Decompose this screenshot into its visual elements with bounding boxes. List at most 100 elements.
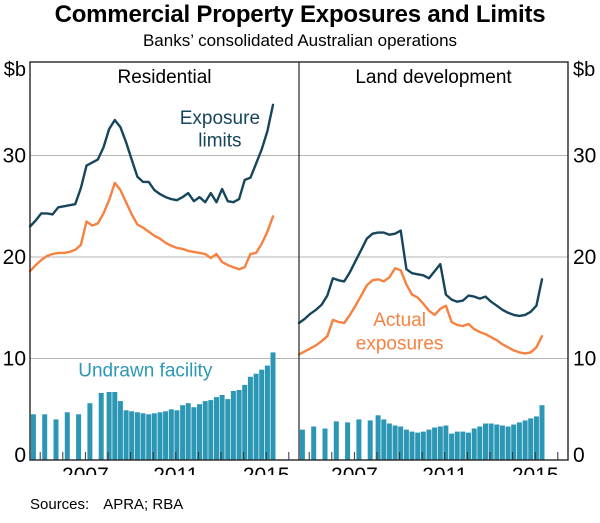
x-tick-label: 2007 — [62, 464, 109, 475]
line-actual-exposures — [28, 181, 275, 273]
bar-undrawn-facility — [398, 426, 404, 460]
bar-undrawn-facility — [420, 431, 426, 460]
bar-undrawn-facility — [106, 392, 112, 460]
bar-undrawn-facility — [117, 401, 123, 460]
y-tick-label-right: 10 — [573, 348, 596, 371]
chart-title: Commercial Property Exposures and Limits — [54, 1, 546, 28]
bar-undrawn-facility — [112, 392, 118, 460]
bar-undrawn-facility — [219, 395, 225, 460]
bar-undrawn-facility — [98, 393, 104, 460]
bar-undrawn-facility — [53, 419, 59, 460]
bar-undrawn-facility — [375, 415, 381, 460]
bar-undrawn-facility — [505, 426, 511, 460]
bar-undrawn-facility — [528, 418, 534, 460]
bar-undrawn-facility — [151, 413, 157, 460]
bar-undrawn-facility — [386, 423, 392, 460]
bar-undrawn-facility — [471, 428, 477, 460]
bar-undrawn-facility — [129, 411, 135, 460]
bar-undrawn-facility — [311, 426, 317, 460]
chart-subtitle: Banks’ consolidated Australian operation… — [142, 31, 458, 50]
undrawn-facility-label: Undrawn facility — [78, 361, 213, 382]
y-tick-label-right: 20 — [573, 246, 596, 269]
sources-line: Sources: APRA; RBA — [30, 496, 183, 513]
line-actual-exposures — [297, 266, 544, 356]
bar-undrawn-facility — [449, 433, 455, 460]
line-exposure-limits — [297, 229, 544, 325]
bar-undrawn-facility — [191, 407, 197, 460]
bar-undrawn-facility — [367, 420, 373, 460]
bar-undrawn-facility — [163, 411, 169, 460]
bar-undrawn-facility — [168, 409, 174, 461]
bar-undrawn-facility — [208, 400, 214, 460]
bar-undrawn-facility — [356, 419, 362, 460]
bar-undrawn-facility — [123, 410, 129, 460]
bar-undrawn-facility — [460, 431, 466, 460]
bar-undrawn-facility — [443, 425, 449, 460]
bar-undrawn-facility — [42, 414, 48, 460]
bar-undrawn-facility — [134, 412, 140, 460]
bar-undrawn-facility — [322, 428, 328, 460]
actual-exposures-label: exposures — [356, 333, 444, 354]
panel-title-residential: Residential — [118, 67, 212, 88]
y-tick-label-left: 0 — [14, 444, 26, 467]
bar-undrawn-facility — [230, 391, 236, 460]
bar-undrawn-facility — [533, 416, 539, 460]
bar-undrawn-facility — [403, 429, 409, 460]
bar-undrawn-facility — [87, 403, 93, 460]
bar-undrawn-facility — [64, 412, 70, 460]
x-tick-label: 2011 — [422, 464, 467, 475]
bar-undrawn-facility — [264, 365, 270, 460]
bar-undrawn-facility — [202, 401, 208, 460]
bar-undrawn-facility — [247, 376, 253, 460]
x-tick-label: 2015 — [512, 464, 559, 475]
exposure-limits-label: Exposure — [180, 108, 260, 129]
bar-undrawn-facility — [214, 397, 219, 460]
y-tick-label-left: 30 — [3, 145, 26, 168]
y-axis-unit-left: $b — [4, 59, 26, 81]
bar-undrawn-facility — [499, 425, 505, 460]
sources-value: APRA; RBA — [103, 496, 184, 513]
bar-undrawn-facility — [76, 414, 82, 460]
bar-undrawn-facility — [466, 432, 471, 460]
bar-undrawn-facility — [185, 403, 191, 460]
bar-undrawn-facility — [432, 427, 438, 460]
bar-undrawn-facility — [426, 429, 432, 460]
panel-title-land-development: Land development — [355, 67, 512, 88]
bar-undrawn-facility — [270, 352, 276, 460]
bar-undrawn-facility — [333, 421, 339, 460]
bar-undrawn-facility — [157, 412, 163, 460]
y-axis-unit-right: $b — [573, 59, 595, 81]
bar-undrawn-facility — [494, 424, 500, 460]
bar-undrawn-facility — [30, 414, 36, 460]
bar-undrawn-facility — [259, 369, 265, 460]
bar-undrawn-facility — [454, 431, 460, 460]
x-tick-label: 2007 — [331, 464, 378, 475]
bar-undrawn-facility — [511, 424, 517, 460]
bar-undrawn-facility — [299, 429, 305, 460]
bar-undrawn-facility — [539, 405, 545, 460]
sources-label: Sources: — [30, 496, 90, 513]
bar-undrawn-facility — [140, 413, 146, 460]
bar-undrawn-facility — [242, 384, 248, 460]
bar-undrawn-facility — [409, 431, 415, 460]
bar-undrawn-facility — [516, 422, 522, 460]
y-tick-label-right: 30 — [573, 145, 596, 168]
bar-undrawn-facility — [345, 422, 351, 460]
bar-undrawn-facility — [477, 426, 483, 460]
bar-undrawn-facility — [236, 390, 242, 460]
exposure-limits-label: limits — [198, 130, 241, 151]
bar-undrawn-facility — [488, 423, 494, 460]
bar-undrawn-facility — [392, 425, 398, 460]
bar-undrawn-facility — [225, 399, 231, 460]
bar-undrawn-facility — [415, 432, 421, 460]
bar-undrawn-facility — [381, 419, 387, 460]
y-tick-label-left: 20 — [3, 246, 26, 269]
bar-undrawn-facility — [174, 410, 180, 460]
bar-undrawn-facility — [180, 405, 186, 460]
line-exposure-limits — [28, 103, 275, 228]
x-tick-label: 2015 — [243, 464, 290, 475]
bar-undrawn-facility — [253, 373, 259, 460]
bar-undrawn-facility — [197, 404, 202, 460]
y-tick-label-right: 0 — [573, 444, 585, 467]
